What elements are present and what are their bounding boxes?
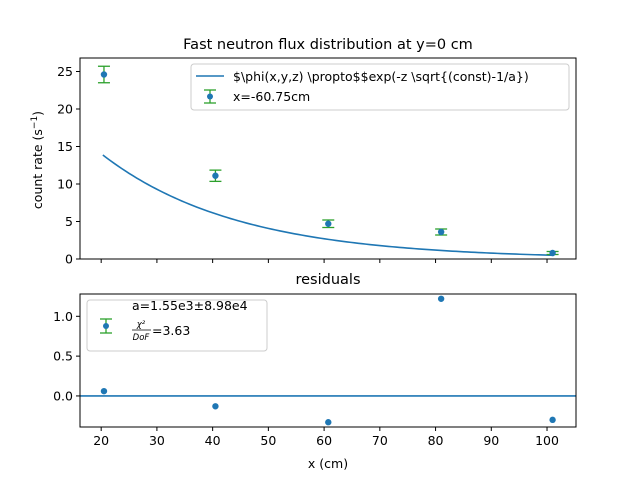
residuals-marker — [549, 416, 556, 424]
residuals-x-tick-label: 80 — [428, 433, 444, 448]
main-y-tick-label: 15 — [57, 139, 73, 154]
residuals-x-ticks: 20 30 40 50 60 70 80 90 100 — [93, 427, 559, 448]
legend-points-label: x=-60.75cm — [233, 89, 310, 104]
main-data-point — [435, 228, 448, 236]
residuals-y-tick-label: 1.0 — [53, 309, 73, 324]
main-chart-title: Fast neutron flux distribution at y=0 cm — [183, 37, 473, 53]
residuals-x-tick-label: 60 — [316, 433, 332, 448]
main-y-tick-label: 20 — [57, 102, 73, 117]
main-y-tick-label: 25 — [57, 64, 73, 79]
main-plot-frame — [79, 57, 577, 260]
main-data-point — [322, 219, 335, 229]
residuals-x-axis-label: x (cm) — [308, 456, 348, 471]
residuals-y-ticks: 0.0 0.5 1.0 — [53, 309, 80, 403]
main-fit-curve — [102, 154, 554, 257]
residuals-marker — [100, 387, 108, 395]
main-y-axis-label-superscript: −1 — [30, 116, 40, 129]
residuals-plot-frame — [79, 293, 577, 428]
main-y-axis-label-text: count rate (s — [30, 129, 45, 209]
main-y-tick-label: 10 — [57, 177, 73, 192]
residuals-legend-errorbar-swatch — [100, 318, 112, 334]
residuals-x-tick-label: 40 — [205, 433, 221, 448]
residuals-points-layer — [100, 295, 556, 426]
legend-errorbar-swatch — [204, 89, 216, 104]
residuals-x-tick-label: 100 — [535, 433, 559, 448]
residuals-marker — [212, 403, 219, 410]
main-data-point — [546, 249, 559, 257]
main-y-tick-label: 5 — [65, 214, 73, 229]
residuals-legend-dof-denominator: DoF — [133, 333, 150, 343]
main-data-point — [209, 169, 222, 183]
residuals-marker — [325, 419, 332, 426]
residuals-legend: a=1.55e3±8.98e4 χ² DoF =3.63 — [86, 298, 268, 352]
residuals-legend-fit-param: a=1.55e3±8.98e4 — [132, 298, 248, 313]
main-marker — [100, 71, 108, 78]
residuals-legend-box — [86, 299, 268, 352]
main-y-ticks: 0 5 10 15 20 25 — [57, 64, 80, 267]
residuals-x-tick-label: 90 — [483, 433, 499, 448]
residuals-legend-chi2-numerator: χ² — [136, 320, 146, 330]
main-legend-box — [190, 63, 570, 111]
main-y-axis-label-close: ) — [30, 111, 45, 116]
main-data-point — [97, 65, 110, 84]
main-y-axis-label: count rate (s−1) — [30, 111, 45, 209]
residuals-chart: residuals 0.00.51.0 20 30 40 50 60 70 80 90 100 … — [53, 272, 577, 471]
residuals-marker — [437, 295, 445, 302]
main-marker — [437, 228, 445, 236]
residuals-chart-title: residuals — [295, 272, 360, 288]
main-fit-layer — [102, 154, 554, 257]
residuals-legend-chi2-value: =3.63 — [152, 323, 190, 338]
residuals-y-tick-label: 0.5 — [53, 349, 73, 364]
main-points-layer — [97, 65, 559, 257]
residuals-x-tick-label: 70 — [372, 433, 388, 448]
main-y-tick-label: 0 — [65, 252, 73, 267]
residuals-x-tick-label: 30 — [149, 433, 165, 448]
main-x-ticks — [100, 259, 548, 263]
main-marker — [549, 249, 556, 257]
legend-fit-label: $\phi(x,y,z) \propto$$exp(-z \sqrt{(cons… — [233, 69, 529, 84]
residuals-x-tick-label: 50 — [260, 433, 276, 448]
residuals-y-tick-label: 0.0 — [53, 388, 73, 403]
main-marker — [212, 172, 219, 179]
main-legend: $\phi(x,y,z) \propto$$exp(-z \sqrt{(cons… — [190, 63, 570, 111]
residuals-x-tick-label: 20 — [93, 433, 109, 448]
main-marker — [325, 220, 332, 227]
main-chart: Fast neutron flux distribution at y=0 cm… — [30, 37, 577, 267]
